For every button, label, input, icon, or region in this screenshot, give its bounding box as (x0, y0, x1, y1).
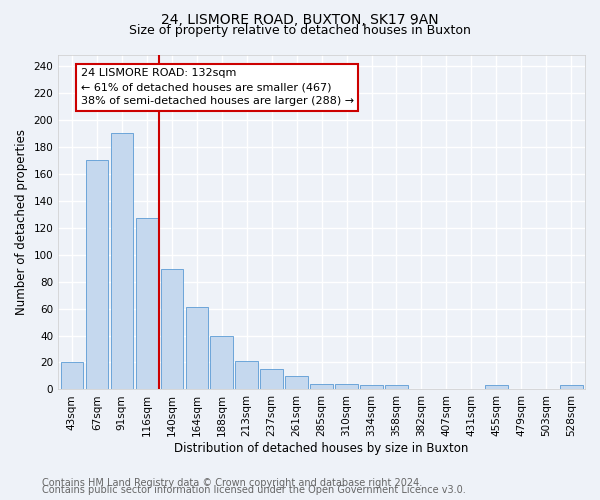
Bar (86, 160, 108, 390)
X-axis label: Distribution of detached houses by size in Buxton: Distribution of detached houses by size … (175, 442, 469, 455)
Bar (136, 218, 158, 390)
Bar (360, 386, 383, 390)
Bar (485, 386, 508, 390)
Bar (385, 386, 408, 390)
Text: Contains public sector information licensed under the Open Government Licence v3: Contains public sector information licen… (42, 485, 466, 495)
Bar (560, 386, 583, 390)
Bar (235, 361, 258, 390)
Text: Contains HM Land Registry data © Crown copyright and database right 2024.: Contains HM Land Registry data © Crown c… (42, 478, 422, 488)
Text: 24 LISMORE ROAD: 132sqm
← 61% of detached houses are smaller (467)
38% of semi-d: 24 LISMORE ROAD: 132sqm ← 61% of detache… (80, 68, 354, 106)
Bar (260, 369, 283, 390)
Bar (286, 376, 308, 390)
Text: Size of property relative to detached houses in Buxton: Size of property relative to detached ho… (129, 24, 471, 37)
Bar (211, 336, 233, 390)
Bar (110, 133, 133, 390)
Text: 24, LISMORE ROAD, BUXTON, SK17 9AN: 24, LISMORE ROAD, BUXTON, SK17 9AN (161, 12, 439, 26)
Bar (335, 384, 358, 390)
Bar (161, 270, 183, 390)
Bar (185, 307, 208, 390)
Bar (310, 384, 333, 390)
Bar (61, 362, 83, 390)
Y-axis label: Number of detached properties: Number of detached properties (15, 129, 28, 315)
